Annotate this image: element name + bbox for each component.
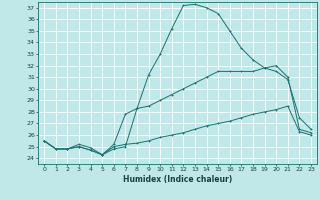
X-axis label: Humidex (Indice chaleur): Humidex (Indice chaleur) [123, 175, 232, 184]
